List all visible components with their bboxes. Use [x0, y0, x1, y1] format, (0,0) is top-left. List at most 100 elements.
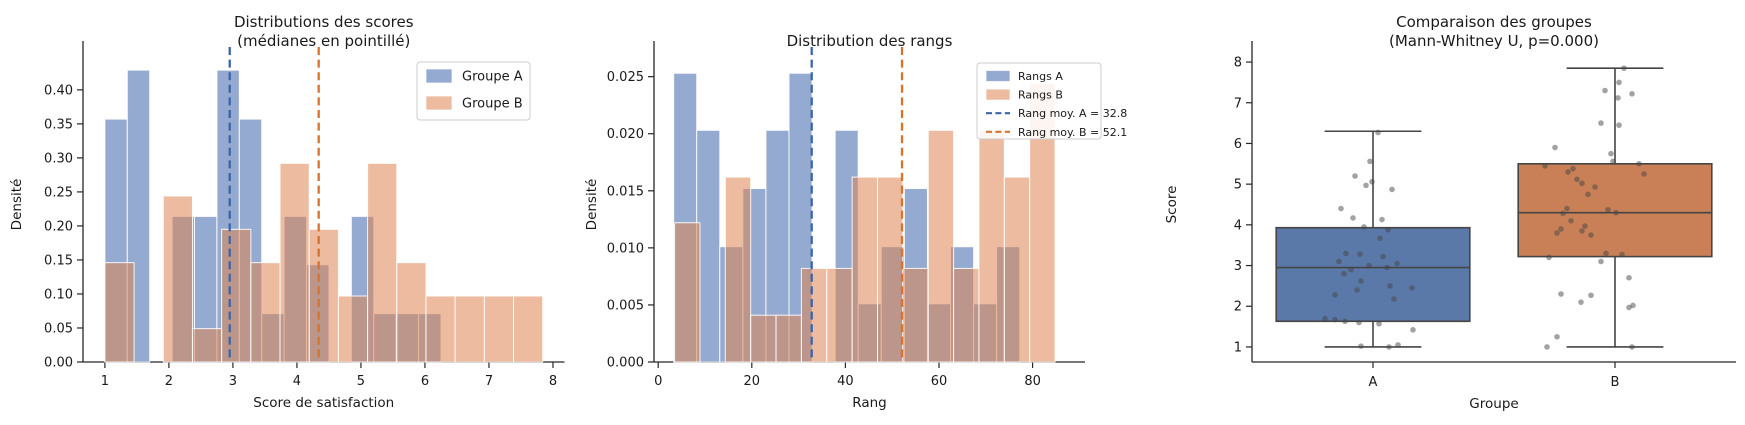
hist-bar: [1003, 176, 1031, 363]
hist-bar: [674, 222, 701, 363]
data-point: [1385, 226, 1391, 233]
data-point: [1579, 180, 1585, 187]
data-point: [1348, 266, 1354, 273]
legend-label: Rang moy. B = 52.1: [1018, 126, 1127, 139]
data-point: [1395, 342, 1401, 348]
data-point: [1605, 206, 1611, 213]
x-tick-label: 6: [421, 374, 429, 389]
hist-bar: [104, 262, 135, 363]
data-point: [1367, 158, 1373, 165]
legend-label: Groupe B: [462, 97, 523, 112]
y-tick-label: 0.30: [44, 151, 73, 166]
data-point: [1626, 304, 1632, 311]
data-point: [1387, 283, 1393, 289]
data-point: [1379, 216, 1385, 223]
x-axis-label: Score de satisfaction: [253, 395, 394, 411]
data-point: [1603, 250, 1609, 257]
data-point: [1546, 254, 1552, 261]
y-tick-label: 7: [1234, 96, 1242, 111]
y-tick-label: 5: [1234, 178, 1242, 193]
legend: Groupe A Groupe B: [416, 61, 531, 121]
data-point: [1384, 264, 1390, 271]
data-point: [1554, 230, 1560, 236]
data-point: [1336, 258, 1342, 265]
y-tick-label: 8: [1234, 56, 1242, 71]
data-point: [1592, 184, 1598, 190]
hist-bar: [877, 176, 904, 363]
data-point: [1558, 291, 1564, 297]
hist-bar: [775, 314, 802, 363]
data-point: [1610, 158, 1616, 165]
y-tick-label: 0.05: [44, 321, 73, 336]
y-tick-label: 0.10: [44, 287, 73, 302]
data-point: [1598, 120, 1604, 126]
y-tick-label: 0.025: [607, 70, 644, 85]
data-point: [1602, 87, 1608, 94]
legend-label: Groupe A: [462, 70, 523, 85]
x-tick-label: 8: [549, 374, 557, 389]
data-point: [1361, 224, 1367, 230]
y-tick-label: 0.35: [44, 117, 73, 132]
x-tick-label: B: [1611, 375, 1620, 390]
data-point: [1616, 79, 1622, 86]
x-tick-label: 5: [357, 374, 365, 389]
y-tick-label: 3: [1234, 259, 1242, 274]
hist-bar: [454, 295, 485, 363]
data-point: [1608, 150, 1614, 157]
legend-label: Rang moy. A = 32.8: [1018, 107, 1127, 120]
plot-title-line: (Mann-Whitney U, p=0.000): [1389, 32, 1599, 50]
data-point: [1386, 344, 1392, 350]
strip-points-b: [1542, 65, 1647, 350]
data-point: [1343, 250, 1349, 257]
hist-bar: [396, 262, 427, 363]
x-axis-label: Rang: [852, 395, 886, 411]
legend-swatch-patch: [985, 88, 1011, 101]
legend-label: Rangs B: [1018, 89, 1063, 102]
data-point: [1619, 251, 1625, 258]
x-tick-label: 20: [744, 374, 761, 389]
hist-series-groupe-b: [104, 162, 544, 363]
hist-bar: [826, 267, 853, 363]
data-point: [1613, 209, 1619, 216]
hist-bar: [337, 295, 369, 363]
y-tick-label: 0.20: [44, 219, 73, 234]
data-point: [1358, 278, 1364, 284]
subplot-3: Comparaison des groupes(Mann-Whitney U, …: [1164, 13, 1736, 412]
y-tick-label: 1: [1234, 340, 1242, 355]
data-point: [1376, 320, 1382, 327]
data-point: [1358, 343, 1364, 349]
data-point: [1621, 65, 1627, 71]
hist-bar: [250, 262, 281, 363]
y-tick-label: 2: [1234, 300, 1242, 315]
legend-label: Rangs A: [1018, 70, 1063, 83]
hist-bar: [750, 314, 777, 363]
data-point: [1366, 262, 1372, 269]
y-tick-label: 0.020: [607, 127, 644, 142]
hist-bar: [851, 176, 879, 363]
data-point: [1410, 327, 1416, 333]
strip-points-a: [1322, 129, 1416, 350]
hist-bar: [308, 228, 339, 363]
data-point: [1380, 253, 1386, 260]
y-tick-label: 0.25: [44, 185, 73, 200]
data-point: [1582, 223, 1588, 229]
data-point: [1391, 296, 1397, 302]
hist-bar: [800, 267, 828, 363]
data-point: [1552, 144, 1558, 151]
plot-title-line: Distributions des scores: [234, 13, 414, 31]
data-point: [1558, 226, 1564, 232]
data-point: [1585, 191, 1591, 198]
data-point: [1354, 287, 1360, 293]
data-point: [1565, 169, 1571, 175]
y-tick-label: 6: [1234, 137, 1242, 152]
data-point: [1626, 274, 1632, 281]
data-point: [1641, 171, 1647, 177]
data-point: [1564, 205, 1570, 212]
data-point: [1629, 91, 1635, 97]
data-point: [1338, 205, 1344, 212]
x-tick-label: 4: [293, 374, 301, 389]
data-point: [1574, 176, 1580, 183]
box-group-a: A: [1275, 129, 1471, 390]
x-tick-label: 2: [165, 374, 173, 389]
